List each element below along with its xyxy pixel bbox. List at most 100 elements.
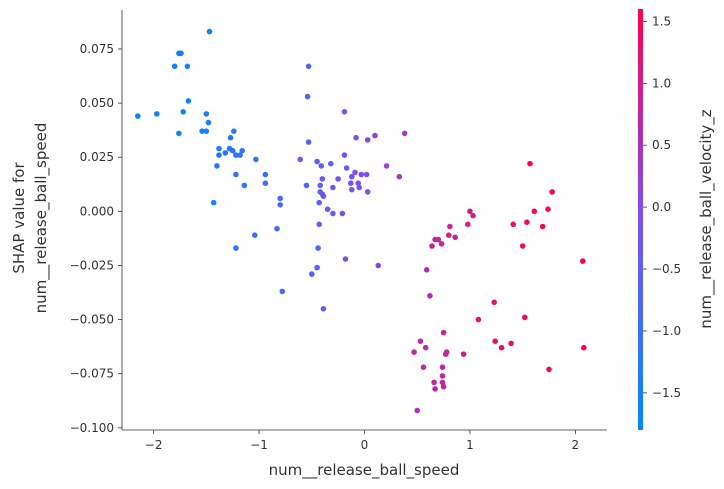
data-point <box>227 134 234 141</box>
data-point <box>364 189 371 195</box>
data-point <box>176 130 182 137</box>
colorbar-tick-label: −1.0 <box>652 324 681 338</box>
data-point <box>206 28 213 35</box>
data-point <box>363 171 370 178</box>
data-point <box>171 63 178 70</box>
data-point <box>527 160 533 167</box>
x-tick-label: 1 <box>466 438 474 452</box>
scatter-points <box>135 28 587 414</box>
colorbar-gradient <box>638 9 643 430</box>
data-point <box>178 50 184 57</box>
data-point <box>277 202 284 208</box>
data-point <box>314 158 320 165</box>
data-point <box>439 379 446 386</box>
data-point <box>330 210 336 217</box>
data-point <box>545 206 551 212</box>
data-point <box>239 147 245 154</box>
data-point <box>417 338 424 345</box>
x-tick-label: 0 <box>361 438 369 452</box>
y-tick-label: 0.000 <box>80 204 114 218</box>
data-point <box>253 156 259 163</box>
y-tick-label: 0.025 <box>80 150 114 164</box>
data-point <box>309 271 315 277</box>
data-point <box>180 109 186 115</box>
data-point <box>375 262 382 269</box>
data-point <box>214 163 220 169</box>
data-point <box>531 208 538 215</box>
data-point <box>420 364 427 371</box>
data-point <box>447 223 453 230</box>
data-point <box>443 349 450 355</box>
data-point <box>237 152 243 158</box>
colorbar-tick-label: 1.0 <box>652 76 671 90</box>
data-point <box>439 364 446 371</box>
data-point <box>324 206 331 212</box>
data-point <box>216 152 222 158</box>
y-axis-title-line-1: SHAP value for <box>10 162 28 274</box>
data-point <box>539 223 546 230</box>
data-point <box>435 236 442 243</box>
data-point <box>411 349 417 355</box>
y-tick-label: −0.100 <box>70 421 114 435</box>
data-point <box>343 165 350 171</box>
data-point <box>549 189 555 195</box>
data-point <box>546 366 552 373</box>
colorbar: 1.5 1.0 0.5 0.0 −0.5 −1.0 −1.5 num__release_ba… <box>638 9 716 430</box>
data-point <box>341 152 348 158</box>
data-point <box>470 212 476 219</box>
data-point <box>304 93 311 100</box>
data-point <box>154 111 160 117</box>
data-point <box>423 267 430 273</box>
y-axis-title-line-2: num__release_ball_speed <box>32 123 51 314</box>
colorbar-ticks: 1.5 1.0 0.5 0.0 −0.5 −1.0 −1.5 <box>643 14 681 400</box>
data-point <box>372 132 378 139</box>
data-point <box>396 173 403 180</box>
data-point <box>317 182 324 189</box>
data-point <box>233 171 239 178</box>
data-point <box>414 407 421 414</box>
data-point <box>401 130 408 137</box>
data-point <box>432 386 438 392</box>
data-point <box>439 373 446 379</box>
data-point <box>279 288 286 295</box>
data-point <box>349 186 355 193</box>
data-point <box>319 191 326 197</box>
data-point <box>349 173 355 180</box>
data-point <box>316 221 323 228</box>
data-point <box>355 180 362 186</box>
data-point <box>185 98 192 104</box>
data-point <box>262 171 269 178</box>
colorbar-tick-label: 1.5 <box>652 14 671 28</box>
data-point <box>356 184 363 191</box>
data-point <box>335 176 341 182</box>
data-point <box>460 351 467 358</box>
x-axis-ticks: −2 −1 0 1 2 <box>145 430 579 452</box>
data-point <box>508 340 514 347</box>
data-point <box>233 152 239 158</box>
data-point <box>364 137 371 143</box>
data-point <box>229 147 236 154</box>
data-point <box>305 139 312 145</box>
data-point <box>522 314 528 321</box>
data-point <box>465 221 471 228</box>
data-point <box>491 299 498 306</box>
data-point <box>184 63 191 70</box>
data-point <box>305 63 312 70</box>
y-tick-label: −0.025 <box>70 258 114 272</box>
data-point <box>203 128 210 134</box>
data-point <box>297 156 304 163</box>
data-point <box>216 145 222 152</box>
data-point <box>277 195 284 202</box>
data-point <box>510 221 516 228</box>
plot-area: −2 −1 0 1 2 0.075 0.050 0.025 0.000 −0.025 −0.050… <box>10 10 607 480</box>
data-point <box>199 128 205 134</box>
data-point <box>316 199 323 206</box>
data-point <box>431 379 437 386</box>
data-point <box>353 134 359 141</box>
data-point <box>328 160 334 167</box>
colorbar-tick-label: 0.0 <box>652 200 671 214</box>
y-tick-label: 0.075 <box>80 42 114 56</box>
data-point <box>274 225 280 232</box>
data-point <box>581 344 587 351</box>
colorbar-tick-label: 0.5 <box>652 138 671 152</box>
